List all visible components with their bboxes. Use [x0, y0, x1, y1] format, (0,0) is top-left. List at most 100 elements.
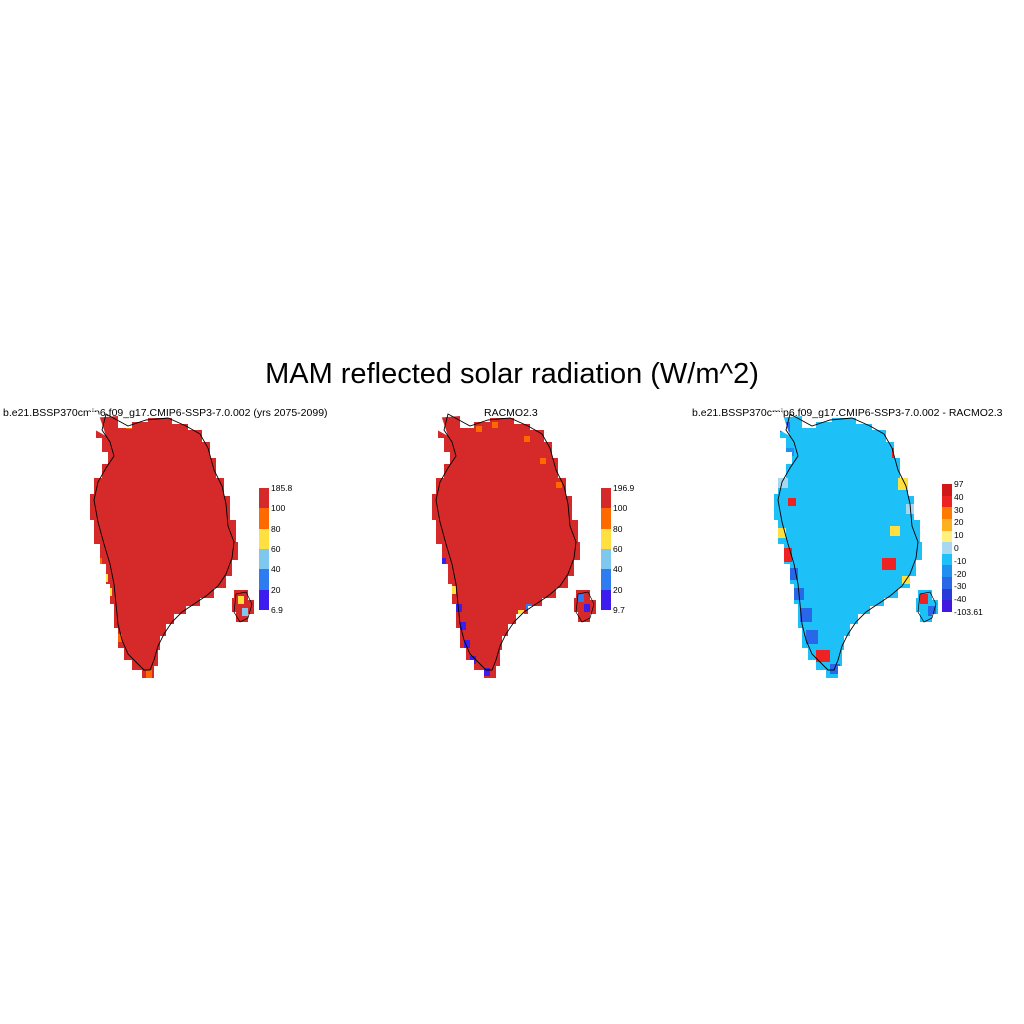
coastline-island	[233, 591, 253, 623]
grid-cell	[816, 650, 830, 662]
grid-cell	[556, 482, 562, 488]
grid-cell	[784, 448, 794, 456]
greenland-map-obs	[430, 412, 596, 678]
grid-cell	[806, 630, 818, 644]
colorbar-swatch	[259, 549, 269, 570]
grid-cell	[882, 558, 896, 570]
colorbar-label: 10	[954, 530, 964, 541]
colorbar-label: 30	[954, 504, 964, 515]
colorbar-label: -40	[954, 594, 967, 605]
colorbar-label: 20	[271, 584, 281, 595]
colorbar-swatch	[259, 528, 269, 550]
colorbar-swatch	[259, 508, 269, 530]
ocean-gap	[430, 412, 448, 436]
panel-title-obs: RACMO2.3	[484, 407, 538, 419]
coastline-island	[575, 591, 595, 623]
colorbar-label: -10	[954, 555, 967, 566]
colorbar-swatch	[259, 589, 269, 611]
grid-cell	[584, 604, 590, 612]
panel-title-diff: b.e21.BSSP370cmip6.f09_g17.CMIP6-SSP3-7.…	[692, 407, 1003, 419]
colorbar-swatch	[942, 565, 952, 578]
grid-cell	[800, 608, 812, 622]
colorbar-swatch	[942, 507, 952, 520]
colorbar-swatch	[942, 518, 952, 532]
colorbar-label: 20	[954, 517, 964, 528]
colorbar-swatch	[942, 495, 952, 508]
grid-cell	[788, 568, 798, 580]
grid-cell	[102, 574, 108, 582]
grid-cell	[540, 458, 546, 464]
colorbar-label: -20	[954, 568, 967, 579]
colorbar-label: 196.9	[613, 483, 635, 493]
colorbar-swatch	[601, 569, 611, 591]
colorbar-swatch	[601, 508, 611, 530]
field-interior	[90, 416, 238, 678]
colorbar-label: 97	[954, 479, 964, 489]
colorbar-swatch	[601, 589, 611, 611]
colorbar-swatch	[259, 569, 269, 591]
greenland-map-model	[88, 412, 254, 678]
grid-cell	[890, 526, 900, 536]
colorbar-label: 185.8	[271, 483, 293, 493]
colorbar-swatch	[601, 488, 611, 509]
colorbar-label: 40	[271, 564, 281, 575]
grid-cell	[442, 572, 448, 580]
colorbar-swatch	[942, 530, 952, 543]
coastline	[435, 413, 577, 671]
grid-cell	[906, 504, 914, 514]
grid-cell	[118, 660, 124, 666]
grid-cell	[116, 634, 122, 642]
grid-cell	[242, 608, 248, 616]
colorbar-label: 0	[954, 543, 959, 553]
grid-cell	[898, 478, 908, 490]
grid-cell	[438, 558, 446, 568]
colorbar-label: 9.7	[613, 605, 625, 615]
colorbar-swatch	[601, 528, 611, 550]
greenland-map-diff	[772, 412, 938, 678]
colorbar-label: 100	[271, 503, 286, 514]
grid-cell	[112, 652, 118, 660]
grid-cell	[476, 426, 482, 432]
grid-cell	[146, 670, 152, 678]
grid-cell	[492, 422, 498, 428]
grid-cell	[920, 594, 928, 604]
coastline	[777, 413, 919, 671]
colorbar-label: 80	[613, 523, 623, 534]
figure-title: MAM reflected solar radiation (W/m^2)	[265, 358, 759, 390]
colorbar-label: 60	[271, 544, 281, 554]
colorbar-label: -103.61	[954, 607, 983, 617]
coastline	[93, 413, 235, 671]
grid-cell	[96, 558, 102, 568]
grid-cell	[464, 640, 470, 648]
colorbar-label: 6.9	[271, 605, 283, 615]
colorbar-swatch	[259, 488, 269, 509]
colorbar-label: -30	[954, 581, 967, 592]
ocean-gap	[88, 412, 106, 436]
panel-title-model: b.e21.BSSP370cmip6.f09_g17.CMIP6-SSP3-7.…	[3, 407, 328, 419]
colorbar-label: 60	[613, 544, 623, 554]
colorbar-swatch	[942, 600, 952, 613]
colorbar-obs: 196.9 100 80 60 40 20 9.7	[601, 483, 634, 615]
colorbar-diff: 97 40 30 20 10 0 -10 -20 -30 -40 -103.61	[942, 479, 983, 617]
colorbar-model: 185.8 100 80 60 40 20 6.9	[259, 483, 292, 615]
colorbar-label: 40	[954, 491, 964, 502]
ocean-gap	[772, 412, 790, 436]
grid-cell	[460, 622, 466, 630]
grid-cell	[518, 610, 524, 616]
grid-cell	[484, 668, 490, 676]
grid-cell	[456, 604, 462, 612]
colorbar-swatch	[942, 484, 952, 497]
colorbar-label: 80	[271, 523, 281, 534]
grid-cell	[932, 616, 938, 622]
coastal-cells	[438, 422, 596, 676]
grid-cell	[830, 664, 840, 674]
field-island	[232, 590, 254, 622]
colorbar-label: 100	[613, 503, 628, 514]
grid-cell	[778, 528, 786, 538]
grid-cell	[238, 596, 244, 604]
grid-cell	[106, 588, 112, 596]
colorbar-label: 40	[613, 564, 623, 575]
grid-cell	[470, 656, 476, 664]
colorbar-swatch	[942, 588, 952, 601]
colorbar-swatch	[942, 553, 952, 566]
